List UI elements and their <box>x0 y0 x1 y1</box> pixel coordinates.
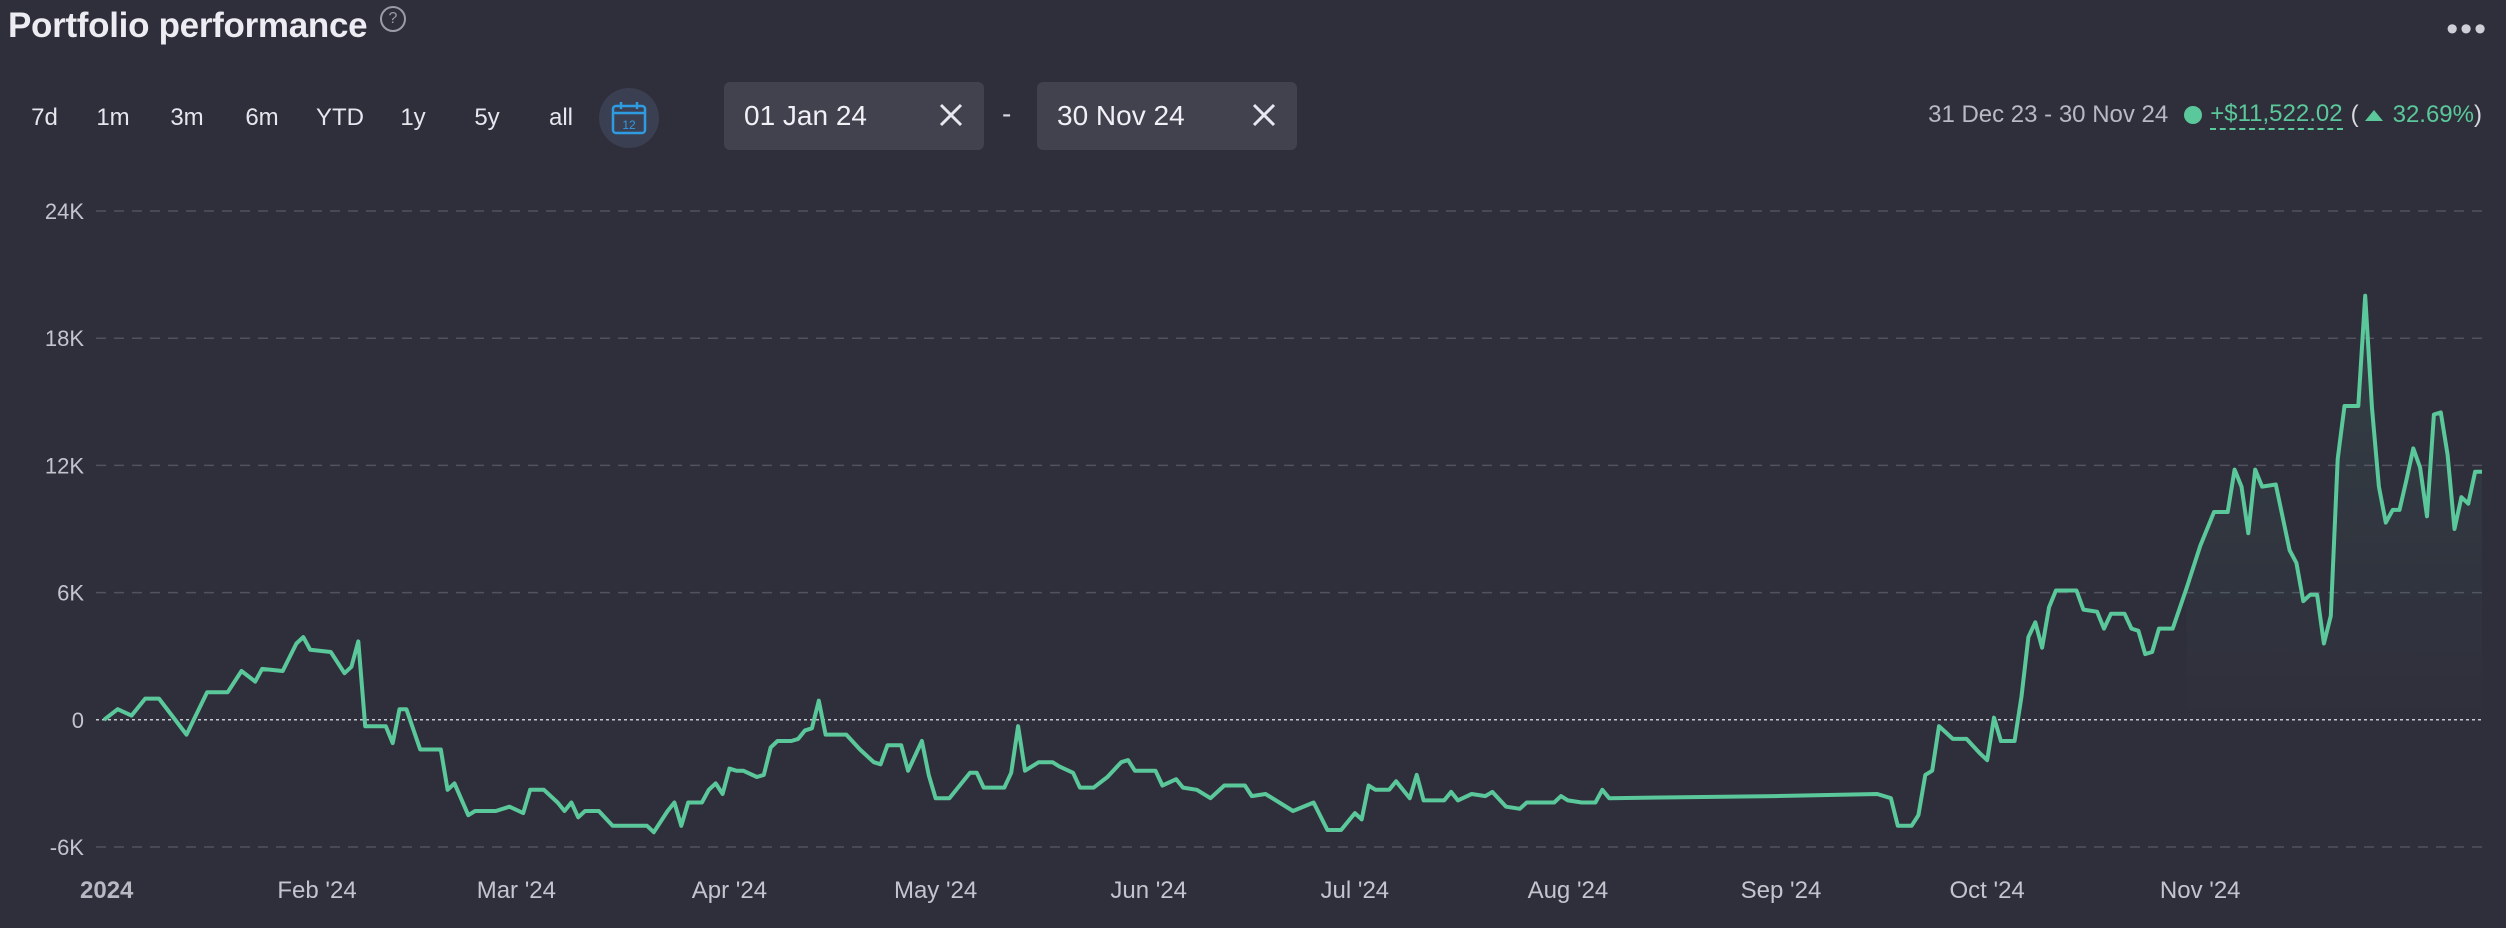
summary-close-paren: ) <box>2474 101 2482 128</box>
performance-summary: 31 Dec 23 - 30 Nov 24 +$11,522.02 ( 32.6… <box>1928 100 2482 130</box>
calendar-button[interactable]: 12 <box>599 88 659 148</box>
range-selector: 7d 1m 3m 6m YTD 1y 5y all 12 <box>18 82 659 154</box>
clear-date-to-icon[interactable] <box>1249 100 1279 130</box>
more-options-icon[interactable]: ••• <box>2446 10 2488 48</box>
x-tick-label: Nov '24 <box>2160 877 2241 904</box>
summary-gain[interactable]: +$11,522.02 <box>2210 100 2343 130</box>
x-tick-label: Sep '24 <box>1741 877 1822 904</box>
range-button-3m[interactable]: 3m <box>170 104 204 131</box>
calendar-icon: 12 <box>611 102 647 135</box>
range-button-5y[interactable]: 5y <box>474 104 500 131</box>
range-button-7d[interactable]: 7d <box>31 104 58 131</box>
y-tick-label: 24K <box>45 199 84 224</box>
x-tick-label: Apr '24 <box>692 877 767 904</box>
y-tick-label: 0 <box>72 708 84 733</box>
y-tick-label: 6K <box>57 581 84 606</box>
x-tick-label: 2024 <box>80 877 134 904</box>
y-axis: 24K 18K 12K 6K 0 -6K <box>45 199 84 860</box>
x-tick-label: Mar '24 <box>477 877 556 904</box>
x-tick-label: May '24 <box>894 877 977 904</box>
range-button-all[interactable]: all <box>548 104 573 131</box>
x-tick-label: Aug '24 <box>1528 877 1609 904</box>
x-tick-label: Jul '24 <box>1321 877 1390 904</box>
chart-grid <box>96 210 2482 848</box>
range-button-ytd[interactable]: YTD <box>316 104 364 131</box>
triangle-up-icon <box>2364 110 2383 121</box>
y-tick-label: 18K <box>45 326 84 351</box>
page-title: Portfolio performance <box>8 6 368 45</box>
help-icon[interactable]: ? <box>380 6 406 32</box>
date-to-field[interactable]: 30 Nov 24 <box>1037 82 1297 150</box>
range-button-1y[interactable]: 1y <box>400 104 426 131</box>
x-tick-label: Jun '24 <box>1110 877 1187 904</box>
date-from-field[interactable]: 01 Jan 24 <box>724 82 984 150</box>
clear-date-from-icon[interactable] <box>936 100 966 130</box>
svg-text:12: 12 <box>622 118 636 132</box>
y-tick-label: -6K <box>50 835 85 860</box>
y-tick-label: 12K <box>45 453 84 478</box>
date-from-value: 01 Jan 24 <box>744 100 867 131</box>
x-tick-label: Feb '24 <box>277 877 356 904</box>
x-axis: 2024 Feb '24 Mar '24 Apr '24 May '24 Jun '24 J… <box>80 877 2241 904</box>
range-button-6m[interactable]: 6m <box>245 104 279 131</box>
series-area <box>2186 295 2482 720</box>
summary-percent: 32.69% <box>2392 101 2474 128</box>
series-line[interactable] <box>102 293 2482 835</box>
x-tick-label: Oct '24 <box>1950 877 2025 904</box>
date-to-value: 30 Nov 24 <box>1057 100 1185 131</box>
range-button-1m[interactable]: 1m <box>96 104 130 131</box>
summary-period: 31 Dec 23 - 30 Nov 24 <box>1928 101 2169 128</box>
summary-open-paren: ( <box>2350 101 2359 128</box>
date-range-separator: - <box>1002 98 1012 129</box>
series-dot-icon <box>2184 106 2203 124</box>
